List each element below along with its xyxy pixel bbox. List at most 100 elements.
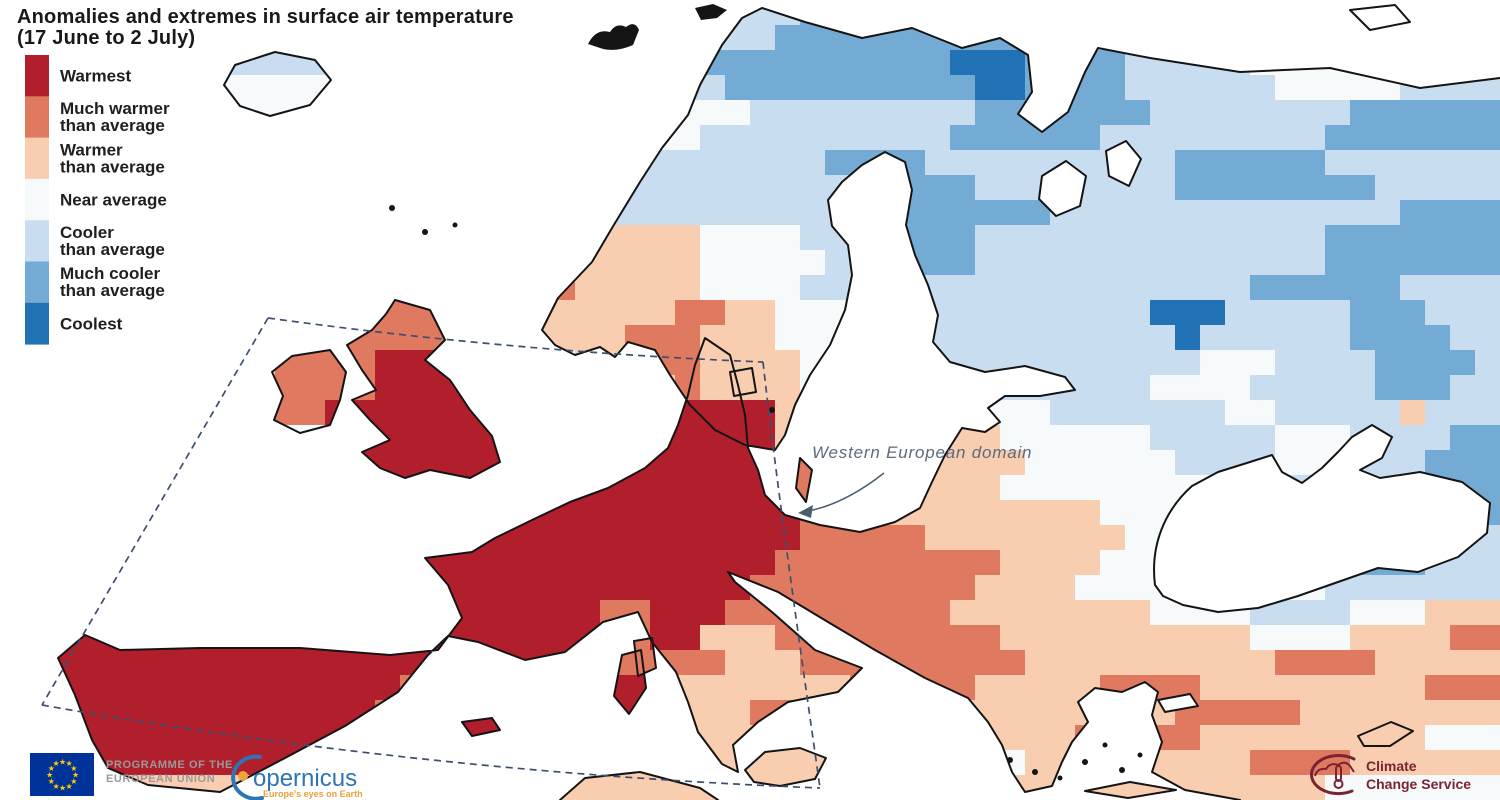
anomaly-cell: [625, 125, 650, 150]
anomaly-cell: [225, 175, 250, 200]
ireland-outline: [271, 349, 347, 434]
anomaly-cell: [525, 675, 550, 700]
legend-swatch: [25, 178, 49, 221]
domain-annotation-label: Western European domain: [812, 443, 1032, 462]
anomaly-cell: [275, 450, 300, 475]
eu-star-icon: ★: [72, 771, 79, 780]
anomaly-cell: [350, 200, 375, 225]
anomaly-cell: [1075, 350, 1100, 375]
annotation-arrowhead-icon: [798, 505, 813, 518]
anomaly-cell: [575, 675, 600, 700]
anomaly-cell: [1375, 300, 1400, 325]
anomaly-cell: [1375, 400, 1400, 425]
anomaly-cell: [1150, 625, 1175, 650]
anomaly-cell: [525, 725, 550, 750]
anomaly-cell: [700, 350, 725, 375]
anomaly-cell: [750, 275, 775, 300]
anomaly-cell: [1050, 525, 1075, 550]
anomaly-cell: [550, 575, 575, 600]
anomaly-cell: [1150, 250, 1175, 275]
anomaly-cell: [300, 325, 325, 350]
legend-label: than average: [60, 116, 165, 135]
anomaly-cell: [1250, 650, 1275, 675]
anomaly-cell: [500, 175, 525, 200]
anomaly-cell: [1125, 75, 1150, 100]
anomaly-cell: [975, 100, 1000, 125]
anomaly-cell: [450, 175, 475, 200]
anomaly-cell: [775, 75, 800, 100]
anomaly-cell: [350, 625, 375, 650]
anomaly-cell: [925, 775, 950, 800]
anomaly-cell: [525, 50, 550, 75]
anomaly-cell: [1225, 425, 1250, 450]
anomaly-cell: [800, 200, 825, 225]
anomaly-cell: [700, 175, 725, 200]
anomaly-cell: [625, 375, 650, 400]
anomaly-cell: [1325, 250, 1350, 275]
anomaly-cell: [425, 125, 450, 150]
anomaly-cell: [1400, 50, 1425, 75]
anomaly-cell: [175, 250, 200, 275]
anomaly-cell: [1025, 550, 1050, 575]
anomaly-cell: [1450, 50, 1475, 75]
anomaly-cell: [750, 25, 775, 50]
anomaly-cell: [675, 250, 700, 275]
anomaly-cell: [425, 750, 450, 775]
anomaly-cell: [325, 725, 350, 750]
anomaly-cell: [1375, 650, 1400, 675]
anomaly-cell: [600, 150, 625, 175]
anomaly-cell: [775, 25, 800, 50]
anomaly-cell: [550, 200, 575, 225]
anomaly-cell: [475, 725, 500, 750]
anomaly-cell: [1375, 250, 1400, 275]
anomaly-cell: [875, 100, 900, 125]
anomaly-cell: [225, 400, 250, 425]
anomaly-cell: [175, 550, 200, 575]
anomaly-cell: [850, 775, 875, 800]
anomaly-cell: [325, 525, 350, 550]
anomaly-cell: [1325, 700, 1350, 725]
anomaly-cell: [700, 700, 725, 725]
anomaly-cell: [950, 600, 975, 625]
anomaly-cell: [650, 175, 675, 200]
anomaly-cell: [950, 500, 975, 525]
anomaly-cell: [300, 450, 325, 475]
anomaly-cell: [1000, 8, 1025, 25]
corsica-outline: [633, 637, 657, 677]
anomaly-cell: [625, 275, 650, 300]
anomaly-cell: [450, 75, 475, 100]
anomaly-cell: [58, 350, 75, 375]
anomaly-cell: [925, 75, 950, 100]
anomaly-cell: [1325, 350, 1350, 375]
anomaly-cell: [825, 375, 850, 400]
anomaly-cell: [825, 250, 850, 275]
anomaly-cell: [25, 725, 50, 750]
anomaly-cell: [1450, 200, 1475, 225]
legend-swatch: [25, 137, 49, 180]
anomaly-cell: [950, 475, 975, 500]
anomaly-cell: [1100, 200, 1125, 225]
anomaly-cell: [875, 25, 900, 50]
anomaly-cell: [600, 625, 625, 650]
anomaly-cell: [200, 75, 225, 100]
baltic-island-dot: [769, 407, 775, 413]
anomaly-cell: [250, 525, 275, 550]
anomaly-cell: [1175, 8, 1200, 25]
anomaly-cell: [400, 350, 425, 375]
anomaly-cell: [950, 8, 975, 25]
anomaly-cell: [1250, 8, 1275, 25]
anomaly-cell: [1000, 650, 1025, 675]
anomaly-cell: [1375, 700, 1400, 725]
anomaly-cell: [1050, 275, 1075, 300]
anomaly-cell: [850, 400, 875, 425]
anomaly-cell: [450, 275, 475, 300]
anomaly-cell: [675, 175, 700, 200]
anomaly-cell: [375, 575, 400, 600]
anomaly-cell: [200, 125, 225, 150]
anomaly-cell: [875, 525, 900, 550]
legend-label: Much warmer: [60, 99, 170, 118]
anomaly-cell: [1225, 75, 1250, 100]
anomaly-cell: [500, 675, 525, 700]
anomaly-cell: [1125, 275, 1150, 300]
anomaly-cell: [625, 350, 650, 375]
